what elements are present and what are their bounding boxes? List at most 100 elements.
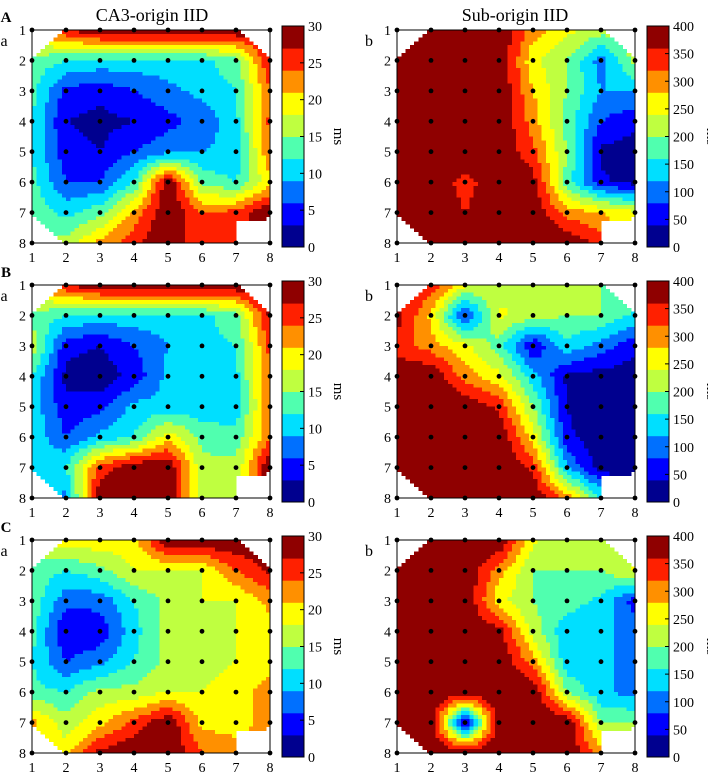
electrode-dot: [97, 434, 103, 440]
y-tick-label: 3: [19, 85, 26, 100]
electrode-dot: [199, 88, 205, 94]
title-ca3-origin: CA3-origin IID: [96, 5, 208, 25]
colorbar-tick-label: 100: [673, 186, 694, 201]
colorbar-segment: [647, 136, 669, 160]
electrode-dot: [165, 313, 171, 318]
electrode-dot: [131, 313, 137, 318]
x-tick-label: 8: [632, 761, 639, 776]
electrode-dot: [233, 118, 239, 124]
electrode-dot: [632, 465, 638, 470]
electrode-dot: [598, 628, 604, 634]
electrode-dot: [63, 628, 69, 634]
electrode-dot: [267, 210, 273, 216]
electrode-dot: [530, 240, 536, 246]
y-tick-label: 2: [384, 309, 391, 324]
x-tick-label: 7: [233, 251, 240, 266]
electrode-dot: [267, 598, 273, 604]
electrode-dot: [131, 720, 137, 725]
electrode-dot: [632, 659, 638, 665]
electrode-dot: [267, 404, 273, 410]
heatmap-cells: [32, 285, 271, 499]
row-label-B: B: [1, 265, 11, 281]
electrode-dot: [29, 465, 35, 470]
electrode-dot: [530, 598, 536, 604]
electrode-dot: [564, 465, 570, 470]
electrode-dot: [428, 210, 434, 216]
colorbar-tick-label: 350: [673, 48, 694, 63]
electrode-dot: [394, 343, 400, 349]
colorbar-tick-label: 0: [673, 241, 680, 256]
electrode-dot: [496, 720, 502, 725]
electrode-dot: [598, 434, 604, 440]
electrode-dot: [165, 750, 171, 756]
electrode-dot: [97, 628, 103, 634]
electrode-dot: [233, 58, 239, 63]
electrode-dot: [267, 118, 273, 124]
colorbar-tick-label: 15: [308, 386, 322, 401]
y-tick-label: 7: [384, 462, 391, 477]
electrode-dot: [131, 88, 137, 94]
colorbar-segment: [647, 536, 669, 559]
row-label-C: C: [1, 520, 12, 536]
electrode-dot: [63, 149, 69, 155]
x-tick-label: 1: [394, 761, 401, 776]
electrode-dot: [598, 598, 604, 604]
colorbar-tick-label: 5: [308, 459, 315, 474]
electrode-dot: [29, 179, 35, 185]
electrode-dot: [632, 404, 638, 410]
electrode-dot: [428, 659, 434, 665]
electrode-dot: [598, 373, 604, 379]
electrode-dot: [598, 282, 604, 288]
electrode-dots: [29, 537, 273, 756]
electrode-dot: [267, 465, 273, 470]
panel-label-a: a: [0, 33, 7, 50]
electrode-dot: [530, 58, 536, 63]
electrode-dot: [564, 88, 570, 94]
electrode-dot: [598, 659, 604, 665]
electrode-dot: [97, 720, 103, 725]
colorbar-tick-label: 10: [308, 677, 322, 692]
electrode-dot: [199, 313, 205, 318]
y-tick-label: 8: [384, 237, 391, 252]
electrode-dot: [63, 465, 69, 470]
electrode-dot: [598, 750, 604, 756]
electrode-dot: [97, 568, 103, 573]
y-tick-label: 7: [19, 207, 26, 222]
electrode-dot: [165, 240, 171, 246]
electrode-dot: [165, 373, 171, 379]
electrode-dot: [428, 598, 434, 604]
colorbar-segment: [282, 26, 304, 49]
electrode-dot: [394, 404, 400, 410]
electrode-dot: [394, 373, 400, 379]
y-tick-label: 3: [384, 595, 391, 610]
x-tick-label: 2: [428, 761, 435, 776]
colorbar-segment: [282, 303, 304, 326]
electrode-dot: [394, 58, 400, 63]
colorbar-segment: [282, 479, 304, 503]
colorbar-tick-label: 300: [673, 75, 694, 90]
electrode-dot: [496, 88, 502, 94]
x-tick-label: 1: [29, 761, 36, 776]
electrode-dot: [598, 720, 604, 725]
electrode-dot: [462, 598, 468, 604]
electrode-dot: [267, 313, 273, 318]
y-tick-label: 5: [19, 656, 26, 671]
colorbar-segment: [647, 281, 669, 304]
electrode-dot: [564, 282, 570, 288]
heatmap-cells: [397, 285, 636, 499]
electrode-dot: [233, 88, 239, 94]
electrode-dot: [394, 689, 400, 695]
electrode-dot: [632, 537, 638, 543]
y-tick-label: 7: [384, 207, 391, 222]
y-tick-label: 1: [19, 24, 26, 39]
colorbar-segment: [282, 413, 304, 437]
electrode-dot: [632, 373, 638, 379]
electrode-dot: [530, 720, 536, 725]
electrode-dot: [131, 179, 137, 185]
electrode-dot: [199, 282, 205, 288]
electrode-dot: [97, 88, 103, 94]
x-tick-label: 5: [165, 761, 172, 776]
electrode-dot: [131, 537, 137, 543]
electrode-dot: [199, 495, 205, 501]
electrode-dot: [428, 628, 434, 634]
